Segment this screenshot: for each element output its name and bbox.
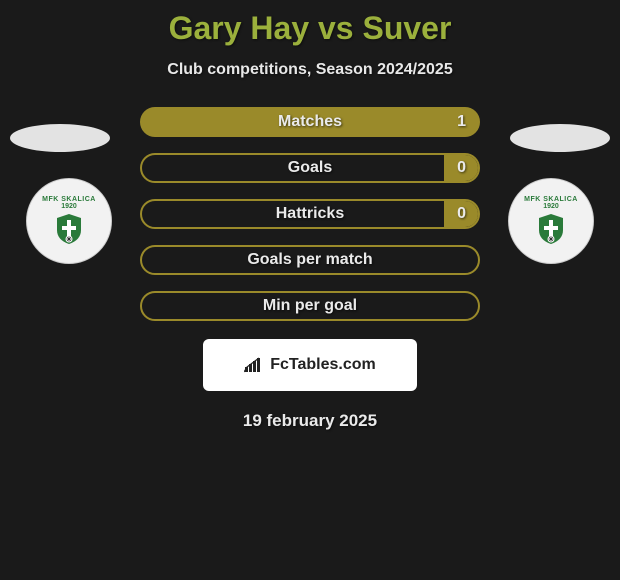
- stat-bar-hattricks: Hattricks 0: [140, 199, 480, 229]
- stat-right-value: 0: [457, 205, 466, 223]
- team-right-name: MFK SKALICA: [524, 196, 578, 203]
- brand-logo[interactable]: FcTables.com: [203, 339, 417, 391]
- player-right-avatar: [510, 124, 610, 152]
- chart-icon: [244, 357, 264, 373]
- stat-label: Goals: [288, 159, 332, 177]
- shield-icon: [536, 212, 566, 246]
- team-left-name: MFK SKALICA: [42, 196, 96, 203]
- page-title: Gary Hay vs Suver: [0, 0, 620, 47]
- brand-name: FcTables.com: [270, 356, 376, 374]
- stat-bar-matches: Matches 1: [140, 107, 480, 137]
- team-badge-left: MFK SKALICA 1920: [26, 178, 112, 264]
- team-left-year: 1920: [61, 203, 77, 210]
- stat-label: Matches: [278, 113, 342, 131]
- subtitle: Club competitions, Season 2024/2025: [0, 61, 620, 79]
- stat-label: Hattricks: [276, 205, 344, 223]
- team-right-year: 1920: [543, 203, 559, 210]
- stat-right-value: 0: [457, 159, 466, 177]
- shield-icon: [54, 212, 84, 246]
- stat-bar-goals-per-match: Goals per match: [140, 245, 480, 275]
- stat-label: Min per goal: [263, 297, 357, 315]
- team-badge-right: MFK SKALICA 1920: [508, 178, 594, 264]
- stat-bar-min-per-goal: Min per goal: [140, 291, 480, 321]
- stat-label: Goals per match: [247, 251, 372, 269]
- player-left-avatar: [10, 124, 110, 152]
- stat-right-value: 1: [457, 113, 466, 131]
- date-label: 19 february 2025: [0, 411, 620, 431]
- stat-bar-goals: Goals 0: [140, 153, 480, 183]
